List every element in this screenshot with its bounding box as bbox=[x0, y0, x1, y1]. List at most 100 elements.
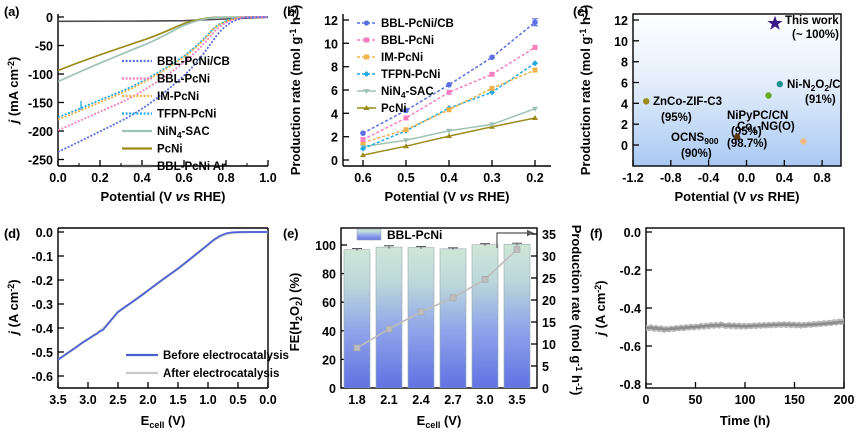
legend-b-label-0: BBL-PcNi/CB bbox=[381, 18, 454, 30]
panel-b-ytick-3: 6 bbox=[331, 84, 338, 98]
panel-a-ylabel: j (mA cm-2) bbox=[6, 57, 21, 126]
legend-a-label-4: NiN4-SAC bbox=[157, 126, 210, 140]
panel-e-yticks-right: 0 5 10 15 20 25 30 35 bbox=[531, 228, 556, 396]
panel-a-ytick-5: -250 bbox=[28, 154, 53, 168]
panel-a: (a) 0.0 bbox=[0, 0, 288, 210]
panel-d-xtick-7: 0.0 bbox=[259, 393, 276, 407]
panel-f-xtick-1: 50 bbox=[689, 393, 703, 407]
panel-b-ytick-6: 12 bbox=[324, 14, 338, 28]
panel-e-ytick2-4: 20 bbox=[542, 294, 556, 308]
panel-d-xtick-5: 1.0 bbox=[199, 393, 216, 407]
panel-e-ylabel: FE(H2O2) (%) bbox=[287, 273, 304, 352]
legend-b-marker-3 bbox=[363, 71, 370, 77]
line-production-rate bbox=[356, 248, 518, 349]
panel-a-legend: BBL-PcNi/CB BBL-PcNi IM-PcNi TFPN-PcNi N… bbox=[122, 56, 230, 173]
panel-e-xtick-4: 3.0 bbox=[476, 393, 493, 407]
panel-a-ytick-1: -50 bbox=[35, 40, 53, 54]
legend-b-label-1: BBL-PcNi bbox=[381, 35, 434, 47]
legend-b-label-4: NiN4-SAC bbox=[381, 86, 434, 100]
panel-c-xlabel: Potential (V vs RHE) bbox=[675, 189, 800, 204]
point-ocns900 bbox=[733, 133, 741, 141]
panel-c-ylabel: Production rate (mol g-1 h-1) bbox=[578, 5, 593, 176]
panel-e-ytick2-1: 5 bbox=[542, 360, 549, 374]
panel-a-label: (a) bbox=[4, 4, 20, 19]
panel-a-ytick-2: -100 bbox=[28, 68, 53, 82]
panel-f-ytick-2: -0.4 bbox=[619, 302, 641, 316]
panel-b-ytick-4: 8 bbox=[331, 61, 338, 75]
label-ocns900: OCNS900 bbox=[671, 132, 719, 146]
curve-stability bbox=[646, 320, 844, 331]
panel-d-label: (d) bbox=[4, 226, 20, 241]
curve-bbl-pcni bbox=[58, 16, 268, 132]
panel-f-ytick-0: 0.0 bbox=[624, 226, 641, 240]
panel-c-points: This work (~ 100%) Ni-N2O2/C (91%) ZnCo-… bbox=[643, 15, 841, 160]
fe-znco-zif-c3: (95%) bbox=[661, 112, 692, 124]
panel-d-legend: Before electrocatalysis After electrocat… bbox=[126, 350, 289, 380]
panel-d-xtick-6: 0.5 bbox=[229, 393, 246, 407]
panel-f-label: (f) bbox=[590, 226, 603, 241]
panel-d-ytick-2: -0.2 bbox=[31, 274, 53, 288]
panel-a-ytick-4: -200 bbox=[28, 125, 53, 139]
panel-d-ytick-1: -0.1 bbox=[31, 250, 53, 264]
panel-e-xticks: 1.8 2.1 2.4 2.7 3.0 3.5 bbox=[348, 383, 526, 407]
panel-d-axes bbox=[57, 227, 269, 389]
panel-b-label: (b) bbox=[283, 4, 299, 19]
panel-b-ylabel: Production rate (mol g-1 h-1) bbox=[288, 5, 303, 176]
legend-a-label-6: BBL-PcNi Ar bbox=[157, 161, 226, 173]
panel-e-label: (e) bbox=[283, 226, 299, 241]
panel-c: (c) -1.2 -0.8 - bbox=[571, 0, 865, 210]
panel-c-ytick-4: 8 bbox=[621, 56, 628, 70]
bar-1.8 bbox=[343, 249, 371, 388]
panel-c-xticks: -1.2 -0.8 -0.4 0.0 0.4 0.8 bbox=[622, 160, 831, 185]
bar-3.5 bbox=[503, 243, 531, 388]
panel-e-ytick2-2: 10 bbox=[542, 338, 556, 352]
panel-f-xticks: 0 50 100 150 200 bbox=[643, 382, 855, 407]
label-ni-n2o2-c: Ni-N2O2/C bbox=[787, 79, 841, 93]
label-znco-zif-c3: ZnCo-ZIF-C3 bbox=[653, 96, 722, 108]
curve-nin4-sac bbox=[58, 16, 268, 83]
panel-e-xtick-1: 2.1 bbox=[380, 393, 397, 407]
panel-d-xtick-4: 1.5 bbox=[169, 393, 186, 407]
panel-e-xtick-5: 3.5 bbox=[508, 393, 525, 407]
panel-a-xtick-3: 0.6 bbox=[175, 171, 192, 185]
panel-e-ytick2-7: 35 bbox=[542, 228, 556, 242]
panel-d-xticks: 3.5 3.0 2.5 2.0 1.5 1.0 0.5 0.0 bbox=[49, 382, 277, 407]
panel-b-xticks: 0.6 0.5 0.4 0.3 0.2 bbox=[354, 160, 544, 185]
curve-after-electrocatalysis bbox=[58, 230, 268, 361]
panel-c-xtick-3: 0.0 bbox=[738, 171, 755, 185]
panel-b-plot: 0.6 0.5 0.4 0.3 0.2 0 2 4 6 8 10 bbox=[288, 5, 551, 204]
panel-d-xtick-3: 2.0 bbox=[139, 393, 156, 407]
panel-a-xtick-2: 0.4 bbox=[133, 171, 150, 185]
panel-b-ytick-1: 2 bbox=[331, 131, 338, 145]
panel-f-xtick-4: 200 bbox=[834, 393, 855, 407]
panel-e: (e) 1.8 bbox=[281, 212, 584, 435]
panel-c-ytick-1: 2 bbox=[621, 118, 628, 132]
fe-co1-ng-o: (98.7%) bbox=[727, 138, 767, 150]
panel-d-plot: 3.5 3.0 2.5 2.0 1.5 1.0 0.5 0.0 0.0 -0.1 bbox=[6, 226, 289, 430]
panel-d-curves bbox=[58, 230, 268, 361]
panel-f-plot: 0 50 100 150 200 0.0 -0.2 -0.4 -0.6 -0.8 bbox=[593, 226, 855, 428]
panel-e-errorbars bbox=[352, 242, 522, 251]
legend-a-label-5: PcNi bbox=[157, 144, 183, 156]
panel-a-ytick-0: 0 bbox=[46, 11, 53, 25]
panel-f-xtick-0: 0 bbox=[643, 393, 650, 407]
point-nipypc-cn bbox=[765, 92, 772, 99]
panel-b-ytick-2: 4 bbox=[331, 107, 338, 121]
panel-a-plot: 0.0 0.2 0.4 0.6 0.8 1.0 0 -50 -100 -150 … bbox=[6, 11, 277, 204]
panel-a-xtick-1: 0.2 bbox=[91, 171, 108, 185]
legend-b-marker-4 bbox=[363, 89, 370, 94]
curve-im-pcni bbox=[58, 16, 268, 121]
panel-c-yticks: 0 2 4 6 8 10 12 bbox=[614, 14, 639, 153]
panel-e-bars bbox=[343, 229, 534, 388]
panel-c-frame bbox=[632, 13, 842, 167]
legend-b-marker-5 bbox=[363, 105, 370, 110]
panel-e-ytick-0: 0 bbox=[329, 382, 336, 396]
panel-b-xtick-4: 0.2 bbox=[526, 171, 543, 185]
panel-a-curves bbox=[58, 16, 268, 153]
panel-e-yticks-left: 0 20 40 60 80 100 bbox=[315, 239, 347, 396]
label-co1-ng-o: Co1-NG(O) bbox=[737, 121, 795, 135]
panel-a-xlabel: Potential (V vs RHE) bbox=[101, 189, 226, 204]
panel-e-legend: BBL-PcNi bbox=[356, 228, 442, 242]
legend-b-marker-1 bbox=[364, 37, 369, 43]
